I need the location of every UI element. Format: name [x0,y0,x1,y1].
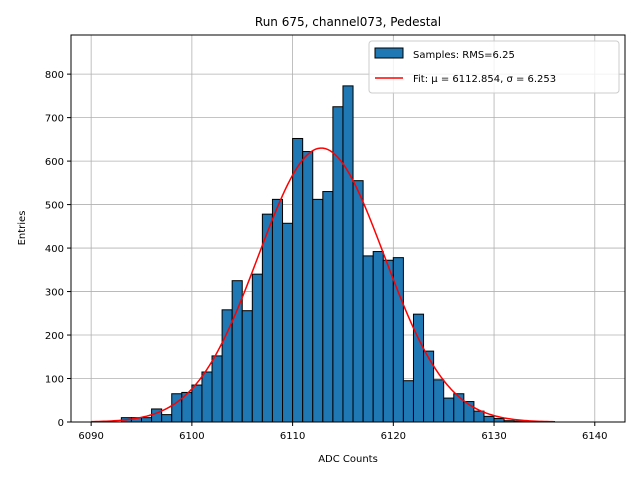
y-tick-label: 0 [58,418,64,429]
histogram-bar [312,198,324,423]
histogram-bar [362,255,374,423]
histogram-bar [251,273,263,423]
y-tick-label: 800 [45,70,64,81]
y-tick-label: 300 [45,288,64,299]
y-axis-label: Entries [17,211,28,246]
histogram-bar [282,222,294,423]
x-tick-label: 6100 [179,431,204,442]
y-tick-label: 100 [45,375,64,386]
y-axis-ticks: 0 100 200 300 400 500 600 700 800 [45,70,71,429]
histogram-bar [171,393,183,423]
histogram-bar [161,414,173,423]
histogram-bar [292,137,304,423]
histogram-bars [120,85,555,423]
y-tick-label: 200 [45,331,64,342]
histogram-bar [433,379,445,423]
legend-label-fit: Fit: μ = 6112.854, σ = 6.253 [413,74,556,85]
x-axis-ticks: 6090 6100 6110 6120 6130 6140 [78,422,608,442]
histogram-bar [342,85,354,423]
histogram-bar [493,418,505,423]
histogram-bar [191,384,203,423]
histogram-bar [352,180,364,423]
x-axis-label: ADC Counts [318,454,378,465]
histogram-bar [271,198,284,423]
x-tick-label: 6120 [381,431,406,442]
histogram-bar [423,350,435,423]
histogram-bar [141,417,153,423]
x-tick-label: 6130 [481,431,506,442]
plot-frame [70,34,626,423]
histogram-bar [443,397,455,423]
y-tick-label: 700 [45,114,64,125]
legend-label-samples: Samples: RMS=6.25 [413,50,515,61]
x-tick-label: 6140 [582,431,607,442]
histogram-bar [483,415,495,423]
histogram-bar [241,310,253,423]
histogram-bar [402,380,414,423]
y-tick-label: 400 [45,244,64,255]
fit-curve [91,147,555,423]
legend-swatch-samples [374,47,404,59]
legend-box [368,40,620,94]
y-tick-label: 600 [45,157,64,168]
legend: Samples: RMS=6.25 Fit: μ = 6112.854, σ =… [368,40,620,94]
histogram-bar [302,151,314,423]
histogram-bar [473,410,485,423]
histogram-bar [453,393,465,423]
histogram-bar [322,191,334,423]
x-tick-label: 6090 [78,431,103,442]
x-tick-label: 6110 [280,431,305,442]
histogram-bar [211,355,223,423]
y-tick-label: 500 [45,201,64,212]
chart-title: Run 675, channel073, Pedestal [255,15,441,29]
gaussian-fit-line [91,147,555,423]
histogram-bar [382,259,394,423]
histogram-bar [372,251,384,423]
histogram-bar [201,371,213,423]
histogram-bar [261,213,273,423]
